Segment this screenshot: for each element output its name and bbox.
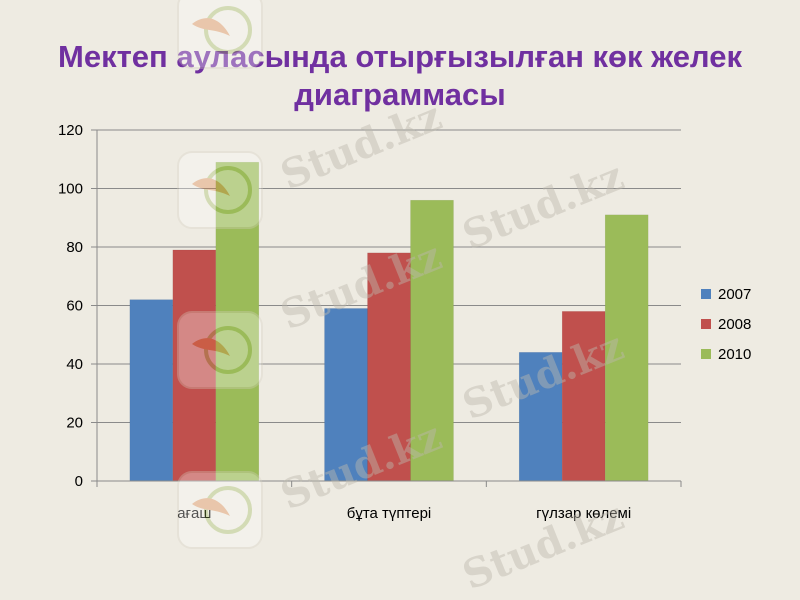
legend-swatch xyxy=(701,319,711,329)
bar-2007 xyxy=(518,352,563,482)
bar-2008 xyxy=(561,311,606,482)
x-category-label: гүлзар көлемі xyxy=(536,505,631,522)
bar-2007 xyxy=(324,308,368,482)
legend-swatch xyxy=(701,349,711,359)
bar-2010 xyxy=(215,161,260,482)
legend-label: 2007 xyxy=(718,286,751,303)
axes: 0 20 40 60 80 100 120 ағаш бұта түптері гүлзар кө… xyxy=(58,122,682,522)
bar-2010 xyxy=(410,199,454,482)
legend: 2007 2008 2010 xyxy=(701,286,751,363)
y-tick-label: 100 xyxy=(58,181,83,198)
y-tick-label: 80 xyxy=(66,239,83,256)
bar-2010 xyxy=(604,214,649,482)
title-line-1: Мектеп ауласында отырғызылған көк желек xyxy=(58,39,742,74)
legend-label: 2008 xyxy=(718,316,751,333)
page-title: Мектеп ауласында отырғызылған көк желек … xyxy=(0,38,800,114)
x-category-label: бұта түптері xyxy=(347,505,432,522)
y-tick-label: 40 xyxy=(66,356,83,373)
y-tick-label: 60 xyxy=(66,298,83,315)
legend-swatch xyxy=(701,289,711,299)
title-line-2: диаграммасы xyxy=(294,77,506,112)
x-category-label: ағаш xyxy=(177,505,211,522)
legend-label: 2010 xyxy=(718,346,751,363)
y-tick-label: 20 xyxy=(66,415,83,432)
bar-2008 xyxy=(367,252,411,482)
bar-2007 xyxy=(129,299,174,482)
y-tick-label: 0 xyxy=(75,473,83,490)
bars xyxy=(129,161,649,482)
y-tick-label: 120 xyxy=(58,122,83,139)
bar-2008 xyxy=(172,249,217,482)
